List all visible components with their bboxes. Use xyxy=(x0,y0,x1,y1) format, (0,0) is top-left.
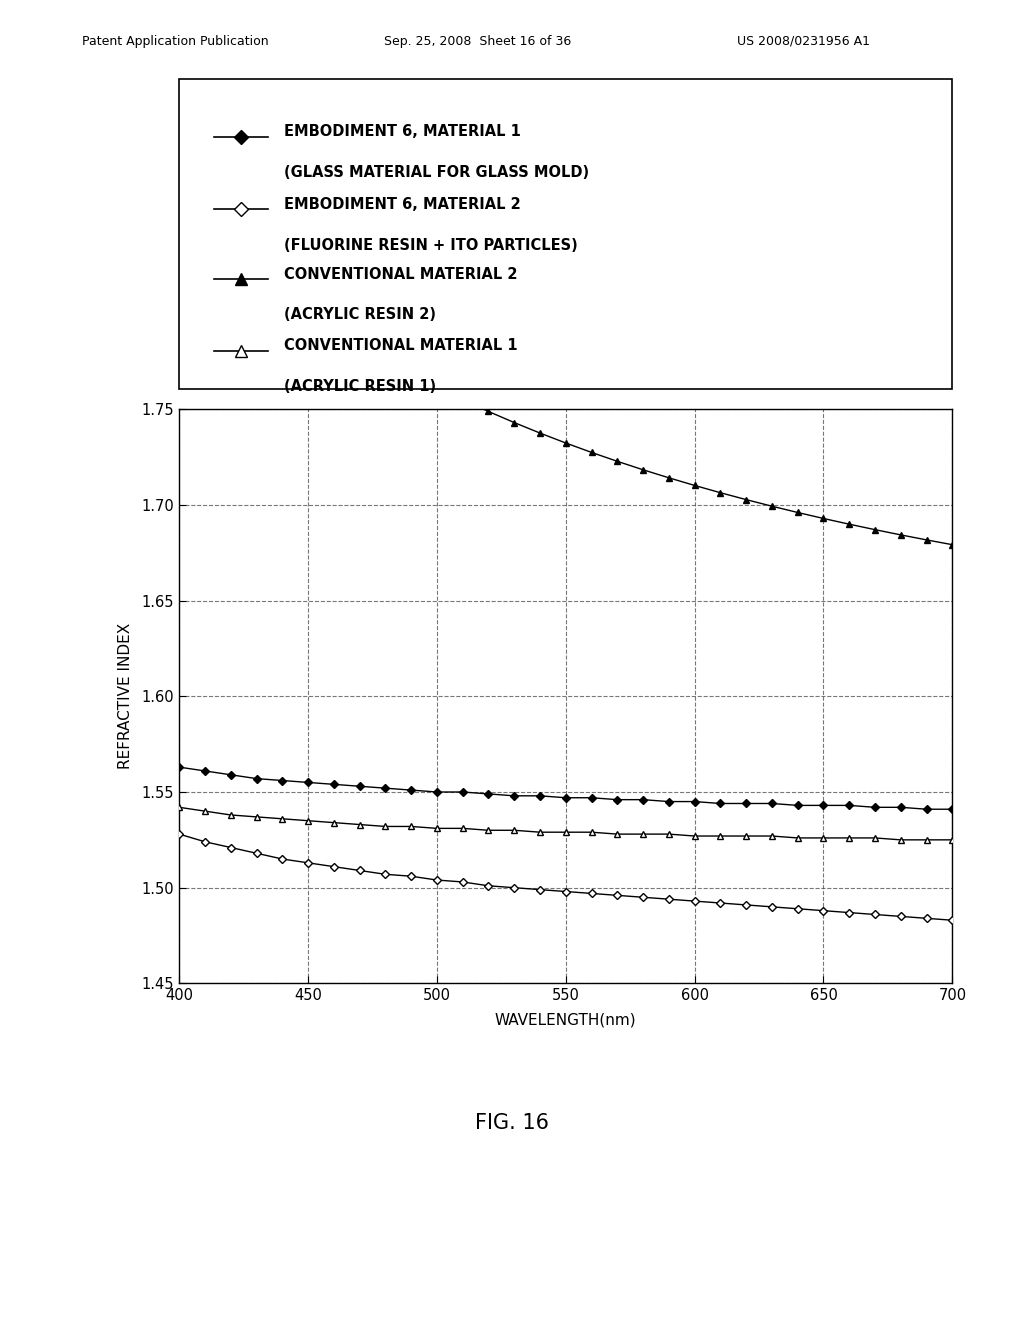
Y-axis label: REFRACTIVE INDEX: REFRACTIVE INDEX xyxy=(118,623,133,770)
Text: Patent Application Publication: Patent Application Publication xyxy=(82,34,268,48)
Text: CONVENTIONAL MATERIAL 2: CONVENTIONAL MATERIAL 2 xyxy=(284,267,517,282)
Text: (GLASS MATERIAL FOR GLASS MOLD): (GLASS MATERIAL FOR GLASS MOLD) xyxy=(284,165,589,180)
Text: EMBODIMENT 6, MATERIAL 2: EMBODIMENT 6, MATERIAL 2 xyxy=(284,197,520,213)
X-axis label: WAVELENGTH(nm): WAVELENGTH(nm) xyxy=(495,1012,637,1028)
Text: (ACRYLIC RESIN 1): (ACRYLIC RESIN 1) xyxy=(284,379,435,393)
Text: EMBODIMENT 6, MATERIAL 1: EMBODIMENT 6, MATERIAL 1 xyxy=(284,124,520,140)
Text: FIG. 16: FIG. 16 xyxy=(475,1113,549,1133)
Text: CONVENTIONAL MATERIAL 1: CONVENTIONAL MATERIAL 1 xyxy=(284,338,517,354)
Text: (ACRYLIC RESIN 2): (ACRYLIC RESIN 2) xyxy=(284,308,435,322)
Text: (FLUORINE RESIN + ITO PARTICLES): (FLUORINE RESIN + ITO PARTICLES) xyxy=(284,238,578,252)
Text: US 2008/0231956 A1: US 2008/0231956 A1 xyxy=(737,34,870,48)
Text: Sep. 25, 2008  Sheet 16 of 36: Sep. 25, 2008 Sheet 16 of 36 xyxy=(384,34,571,48)
